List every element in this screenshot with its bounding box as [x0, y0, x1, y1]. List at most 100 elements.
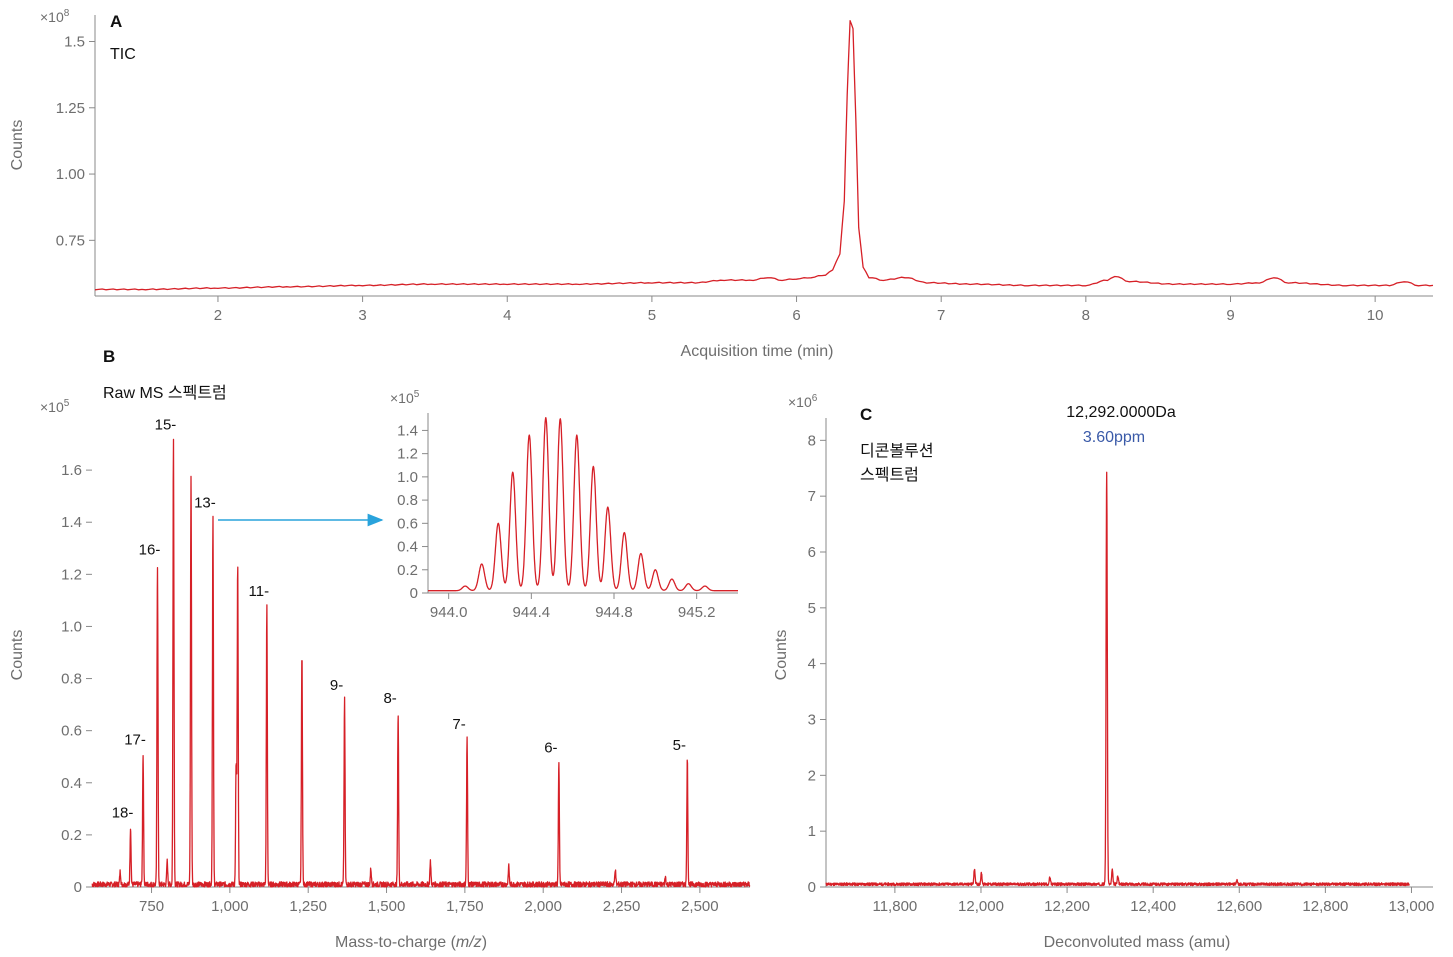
- panel-b-label: Raw MS 스펙트럼: [103, 384, 227, 402]
- tic-x-tick-label: 4: [503, 307, 511, 324]
- deconvoluted-x-tick-label: 11,800: [872, 898, 917, 915]
- raw-ms-x-tick-label: 1,500: [368, 898, 406, 915]
- inset-x-tick-label: 945.2: [678, 604, 716, 621]
- charge-state-label: 9-: [330, 677, 343, 694]
- raw-ms-x-tick-label: 1,250: [289, 898, 327, 915]
- panel-a-label: TIC: [110, 46, 136, 63]
- raw-ms-y-multiplier: ×105: [40, 398, 70, 415]
- inset-y-multiplier: ×105: [390, 389, 420, 406]
- isotope-inset-trace: [427, 416, 739, 592]
- raw-ms-y-tick-label: 1.0: [61, 618, 82, 635]
- peak-ppm-label: 3.60ppm: [1083, 429, 1145, 446]
- charge-state-label: 16-: [139, 542, 161, 559]
- raw-ms-x-axis-title: Mass-to-charge (m/z): [335, 934, 487, 951]
- panel-a-letter: A: [110, 12, 122, 31]
- panel-c-label-line2: 스펙트럼: [860, 466, 919, 484]
- deconvoluted-x-axis-title: Deconvoluted mass (amu): [1044, 934, 1231, 951]
- inset-y-tick-label: 0.4: [397, 539, 418, 556]
- raw-ms-trace: [91, 438, 751, 888]
- deconvoluted-y-multiplier: ×106: [788, 393, 818, 410]
- charge-state-label: 11-: [249, 583, 270, 600]
- deconvoluted-x-tick-label: 12,400: [1130, 898, 1176, 915]
- tic-x-tick-label: 10: [1367, 307, 1384, 324]
- deconvoluted-y-tick-label: 0: [808, 879, 816, 896]
- deconvoluted-x-tick-label: 12,000: [958, 898, 1004, 915]
- tic-x-tick-label: 8: [1082, 307, 1090, 324]
- deconvoluted-y-tick-label: 3: [808, 712, 816, 729]
- tic-y-tick-label: 1.5: [64, 34, 85, 51]
- deconvoluted-y-tick-label: 2: [808, 767, 816, 784]
- deconvoluted-x-tick-label: 12,800: [1302, 898, 1348, 915]
- deconvoluted-y-tick-label: 7: [808, 488, 816, 505]
- panel-b-letter: B: [103, 347, 115, 366]
- tic-y-axis-title: Counts: [9, 120, 26, 171]
- deconvoluted-y-tick-label: 8: [808, 432, 816, 449]
- deconvoluted-x-tick-label: 12,200: [1044, 898, 1090, 915]
- charge-state-label: 15-: [155, 416, 177, 433]
- tic-x-tick-label: 6: [792, 307, 800, 324]
- raw-ms-y-tick-label: 1.4: [61, 514, 82, 531]
- tic-y-multiplier: ×108: [40, 8, 70, 25]
- charge-state-label: 6-: [544, 740, 557, 757]
- deconvoluted-x-tick-label: 12,600: [1216, 898, 1262, 915]
- panel-c: 11,800 12,000 12,200 12,400 12,600 12,800 13,0…: [773, 393, 1434, 951]
- tic-y-tick-label: 1.25: [56, 100, 85, 117]
- charge-state-label: 17-: [124, 732, 146, 749]
- charge-state-label: 13-: [194, 495, 216, 512]
- deconvoluted-y-axis-title: Counts: [773, 630, 790, 681]
- raw-ms-y-tick-label: 0.6: [61, 723, 82, 740]
- peak-mass-label: 12,292.0000Da: [1066, 404, 1176, 421]
- tic-trace: [94, 20, 1434, 291]
- raw-ms-x-tick-label: 1,000: [211, 898, 249, 915]
- isotope-line: [427, 416, 739, 592]
- inset-x-tick-label: 944.8: [595, 604, 633, 621]
- panel-a: 2 3 4 5 6 7 8 9 10 0.75 1.00 1.25 1.5 A TIC ×108 Acq…: [9, 8, 1434, 360]
- raw-ms-x-tick-label: 2,250: [603, 898, 641, 915]
- raw-ms-x-tick-label: 750: [139, 898, 164, 915]
- raw-ms-axes: 750 1,000 1,250 1,500 1,750 2,000 2,250 2,500 0 0…: [61, 462, 750, 915]
- raw-ms-y-tick-label: 0: [74, 879, 82, 896]
- deconvoluted-axes: 11,800 12,000 12,200 12,400 12,600 12,800 13,0…: [808, 418, 1434, 915]
- panel-c-letter: C: [860, 405, 872, 424]
- raw-ms-y-tick-label: 0.8: [61, 671, 82, 688]
- inset-x-tick-label: 944.0: [430, 604, 468, 621]
- raw-ms-y-tick-label: 0.4: [61, 775, 82, 792]
- raw-ms-peak-labels: 18- 17- 16- 15- 13- 11- 9- 8- 7- 6- 5-: [112, 416, 686, 821]
- charge-state-label: 7-: [452, 716, 465, 733]
- tic-x-tick-label: 7: [937, 307, 945, 324]
- charge-state-label: 8-: [383, 690, 396, 707]
- isotope-inset-axes: 944.0 944.4 944.8 945.2 0 0.2 0.4 0.6 0.8 1.0 1.2 1…: [397, 413, 738, 621]
- deconvoluted-y-tick-label: 6: [808, 544, 816, 561]
- tic-x-axis-title: Acquisition time (min): [681, 343, 834, 360]
- deconvoluted-y-tick-label: 1: [808, 823, 816, 840]
- charge-state-label: 5-: [673, 737, 686, 754]
- deconvoluted-line: [825, 471, 1410, 887]
- inset-y-tick-label: 0: [410, 585, 418, 602]
- tic-x-tick-label: 3: [358, 307, 366, 324]
- tic-x-tick-label: 9: [1226, 307, 1234, 324]
- charge-state-label: 18-: [112, 805, 134, 822]
- panel-c-label-line1: 디콘볼루션: [860, 442, 934, 460]
- raw-ms-x-tick-label: 1,750: [446, 898, 484, 915]
- raw-ms-y-axis-title: Counts: [9, 630, 26, 681]
- tic-y-tick-label: 1.00: [56, 166, 85, 183]
- raw-ms-y-tick-label: 1.6: [61, 462, 82, 479]
- inset-y-tick-label: 1.4: [397, 422, 418, 439]
- tic-x-tick-label: 5: [648, 307, 656, 324]
- deconvoluted-y-tick-label: 5: [808, 600, 816, 617]
- inset-y-tick-label: 0.2: [397, 562, 418, 579]
- deconvoluted-trace: [825, 471, 1410, 887]
- tic-line: [94, 20, 1434, 291]
- raw-ms-y-tick-label: 0.2: [61, 827, 82, 844]
- inset-y-tick-label: 0.8: [397, 492, 418, 509]
- tic-x-tick-label: 2: [214, 307, 222, 324]
- raw-ms-x-tick-label: 2,000: [524, 898, 562, 915]
- inset-y-tick-label: 1.2: [397, 446, 418, 463]
- inset-y-tick-label: 1.0: [397, 469, 418, 486]
- deconvoluted-y-tick-label: 4: [808, 656, 816, 673]
- tic-axes: 2 3 4 5 6 7 8 9 10 0.75 1.00 1.25 1.5: [56, 15, 1433, 324]
- inset-x-tick-label: 944.4: [513, 604, 551, 621]
- raw-ms-line: [91, 438, 751, 888]
- inset-y-tick-label: 0.6: [397, 515, 418, 532]
